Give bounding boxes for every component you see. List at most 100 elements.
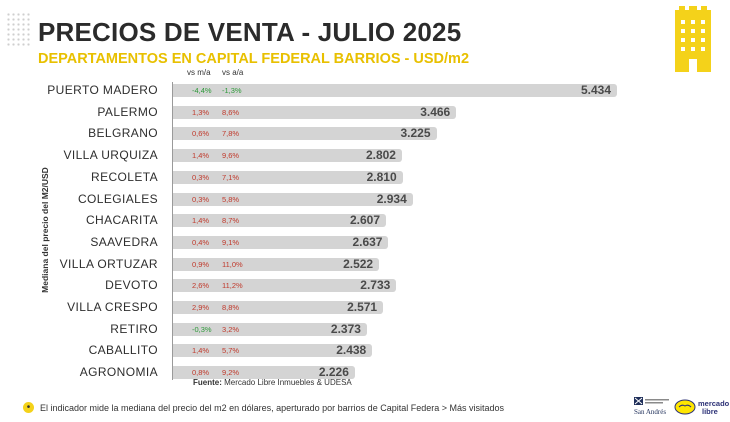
header-vs-mom: vs m/a xyxy=(187,68,211,77)
value-label: 2.934 xyxy=(376,191,407,206)
category-label: VILLA CRESPO xyxy=(67,300,158,314)
value-label: 2.802 xyxy=(365,148,396,163)
value-label: 2.733 xyxy=(360,278,391,293)
value-label: 2.226 xyxy=(318,365,349,380)
vs-mom-label: 1,3% xyxy=(192,107,210,117)
vs-mom-label: 1,4% xyxy=(192,151,210,161)
bar xyxy=(173,84,617,97)
vs-yoy-label: 11,2% xyxy=(222,281,243,291)
vs-yoy-label: 5,8% xyxy=(222,194,240,204)
value-label: 2.607 xyxy=(350,213,381,228)
category-label: RECOLETA xyxy=(91,169,158,184)
value-label: 5.434 xyxy=(581,83,612,97)
chart-row: PALERMO 1,3% 8,6% 3.466 xyxy=(0,102,730,123)
vs-yoy-label: 5,7% xyxy=(222,346,240,356)
vs-yoy-label: 11,0% xyxy=(222,259,243,269)
info-bullet-icon: • xyxy=(23,402,34,413)
vs-mom-label: 1,4% xyxy=(192,216,210,226)
building-icon xyxy=(675,6,711,72)
page-subtitle: DEPARTAMENTOS EN CAPITAL FEDERAL BARRIOS… xyxy=(38,51,470,67)
header-vs-yoy: vs a/a xyxy=(222,68,244,77)
vs-mom-label: -0,3% xyxy=(192,324,212,334)
vs-mom-label: 0,3% xyxy=(192,172,210,182)
category-label: SAAVEDRA xyxy=(90,234,158,249)
chart-axis-line xyxy=(172,82,173,380)
chart-row: PUERTO MADERO -4,4% -1,3% 5.434 xyxy=(0,80,730,101)
bar xyxy=(173,170,403,184)
bar xyxy=(173,127,437,141)
chart-row: SAAVEDRA 0,4% 9,1% 2.637 xyxy=(0,232,730,253)
category-label: COLEGIALES xyxy=(77,191,158,206)
vs-yoy-label: 7,1% xyxy=(222,172,240,182)
mercado-libre-logo-text-1: mercado xyxy=(698,399,730,408)
chart-row: RECOLETA 0,3% 7,1% 2.810 xyxy=(0,167,730,188)
chart-row: VILLA URQUIZA 1,4% 9,6% 2.802 xyxy=(0,145,730,166)
chart-row: VILLA CRESPO 2,9% 8,8% 2.571 xyxy=(0,297,730,318)
chart-row: AGRONOMIA 0,8% 9,2% 2.226 xyxy=(0,362,730,383)
decorative-dot-grid xyxy=(6,12,30,48)
category-label: RETIRO xyxy=(110,321,158,336)
chart-row: VILLA ORTUZAR 0,9% 11,0% 2.522 xyxy=(0,254,730,275)
bar xyxy=(173,192,413,206)
chart-row: DEVOTO 2,6% 11,2% 2.733 xyxy=(0,275,730,296)
value-label: 3.466 xyxy=(420,104,451,119)
vs-mom-label: 0,4% xyxy=(192,237,210,247)
vs-mom-label: 0,3% xyxy=(192,194,210,204)
vs-yoy-label: 9,1% xyxy=(222,237,240,247)
category-label: DEVOTO xyxy=(105,278,158,293)
category-label: CABALLITO xyxy=(88,343,158,358)
san-andres-logo: San Andrés xyxy=(634,397,669,416)
vs-yoy-label: 7,8% xyxy=(222,129,240,139)
vs-mom-label: 0,9% xyxy=(192,259,210,269)
vs-yoy-label: 8,8% xyxy=(222,303,240,312)
vs-mom-label: 0,6% xyxy=(192,129,210,139)
vs-mom-label: 0,8% xyxy=(192,368,210,378)
bar xyxy=(173,149,402,163)
category-label: PUERTO MADERO xyxy=(47,83,158,97)
category-label: BELGRANO xyxy=(88,126,158,141)
vs-yoy-label: -1,3% xyxy=(222,86,242,95)
vs-yoy-label: 9,6% xyxy=(222,151,240,161)
mercado-libre-logo: mercado libre xyxy=(674,399,730,416)
value-label: 2.571 xyxy=(347,300,378,314)
category-label: VILLA ORTUZAR xyxy=(59,256,158,271)
value-label: 2.637 xyxy=(352,234,383,249)
bar xyxy=(173,322,367,336)
category-label: PALERMO xyxy=(97,104,158,119)
value-label: 3.225 xyxy=(400,126,431,141)
bar xyxy=(173,105,457,119)
chart-row: BELGRANO 0,6% 7,8% 3.225 xyxy=(0,123,730,144)
vs-yoy-label: 9,2% xyxy=(222,368,240,378)
source-label: Fuente: xyxy=(193,378,222,387)
vs-yoy-label: 8,7% xyxy=(222,216,240,226)
mercado-libre-logo-text-2: libre xyxy=(702,407,718,416)
category-label: AGRONOMIA xyxy=(79,365,158,380)
chart-row: CHACARITA 1,4% 8,7% 2.607 xyxy=(0,210,730,231)
chart-row: CABALLITO 1,4% 5,7% 2.438 xyxy=(0,340,730,361)
bar xyxy=(173,279,397,293)
san-andres-logo-text: San Andrés xyxy=(634,408,666,416)
source-note: Fuente: Mercado Libre Inmuebles & UDESA xyxy=(193,378,352,387)
source-text: Mercado Libre Inmuebles & UDESA xyxy=(224,378,352,387)
vs-mom-label: 1,4% xyxy=(192,346,210,356)
vs-mom-label: 2,9% xyxy=(192,303,210,312)
bar xyxy=(173,235,389,249)
value-label: 2.810 xyxy=(366,169,397,184)
value-label: 2.522 xyxy=(343,256,374,271)
value-label: 2.438 xyxy=(336,343,367,358)
bar xyxy=(173,301,384,314)
bar xyxy=(173,344,373,358)
bar xyxy=(173,257,380,271)
chart-row: RETIRO -0,3% 3,2% 2.373 xyxy=(0,319,730,340)
value-label: 2.373 xyxy=(330,321,361,336)
category-label: VILLA URQUIZA xyxy=(63,148,158,163)
vs-mom-label: 2,6% xyxy=(192,281,210,291)
vs-yoy-label: 3,2% xyxy=(222,324,240,334)
bar xyxy=(173,366,355,380)
category-label: CHACARITA xyxy=(85,213,158,228)
chart-row: COLEGIALES 0,3% 5,8% 2.934 xyxy=(0,189,730,210)
footnote: El indicador mide la mediana del precio … xyxy=(40,403,505,413)
vs-mom-label: -4,4% xyxy=(192,86,212,95)
bar xyxy=(173,214,386,228)
vs-yoy-label: 8,6% xyxy=(222,107,240,117)
